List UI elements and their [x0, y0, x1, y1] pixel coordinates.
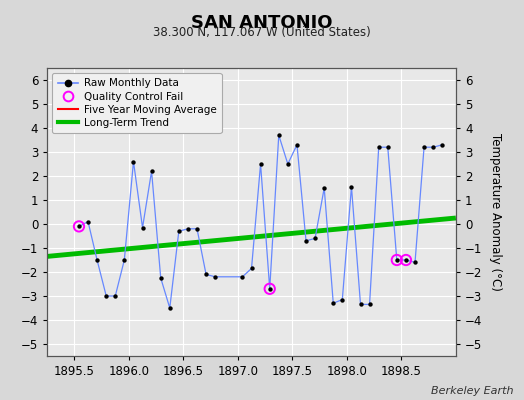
Y-axis label: Temperature Anomaly (°C): Temperature Anomaly (°C) [489, 133, 502, 291]
Point [365, 301, 374, 308]
Point [75, 223, 83, 230]
Point [211, 274, 220, 280]
Point [429, 144, 438, 150]
Point [311, 235, 319, 242]
Point [120, 257, 128, 263]
Point [129, 158, 138, 165]
Text: 38.300 N, 117.067 W (United States): 38.300 N, 117.067 W (United States) [153, 26, 371, 39]
Point [402, 257, 410, 263]
Point [84, 218, 92, 225]
Text: SAN ANTONIO: SAN ANTONIO [191, 14, 333, 32]
Point [93, 257, 101, 263]
Point [392, 257, 401, 263]
Point [338, 296, 346, 303]
Point [157, 275, 165, 281]
Point [329, 300, 337, 306]
Legend: Raw Monthly Data, Quality Control Fail, Five Year Moving Average, Long-Term Tren: Raw Monthly Data, Quality Control Fail, … [52, 73, 222, 133]
Point [174, 228, 183, 234]
Point [247, 265, 256, 272]
Point [356, 301, 365, 308]
Point [275, 132, 283, 138]
Point [75, 223, 83, 230]
Point [375, 144, 383, 150]
Point [138, 224, 147, 231]
Point [238, 274, 247, 280]
Point [283, 161, 292, 167]
Point [202, 271, 210, 278]
Point [184, 226, 192, 232]
Point [147, 168, 156, 174]
Point [193, 226, 201, 232]
Point [266, 286, 274, 292]
Point [392, 257, 401, 263]
Point [411, 259, 419, 266]
Text: Berkeley Earth: Berkeley Earth [431, 386, 514, 396]
Point [420, 144, 428, 150]
Point [102, 293, 111, 299]
Point [347, 184, 356, 190]
Point [166, 305, 174, 311]
Point [302, 238, 310, 244]
Point [438, 142, 446, 148]
Point [266, 286, 274, 292]
Point [256, 161, 265, 167]
Point [111, 293, 119, 299]
Point [402, 257, 410, 263]
Point [320, 185, 329, 191]
Point [384, 144, 392, 150]
Point [293, 142, 301, 148]
